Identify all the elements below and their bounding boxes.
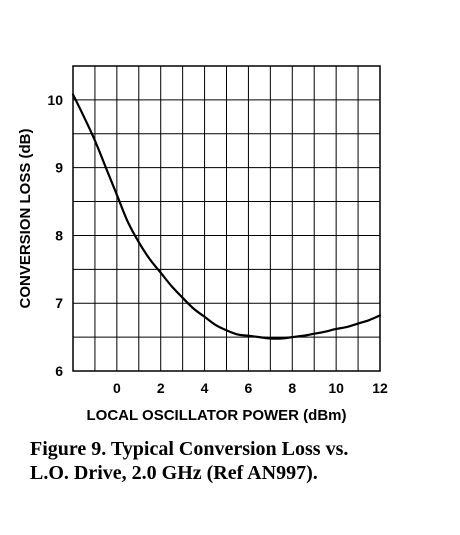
- y-tick-labels: 6 7 8 9 10: [47, 92, 63, 379]
- conversion-loss-chart: 6 7 8 9 10 0 2 4 6 8 10 12 CONVERSION LOSS (dB) LO…: [17, 65, 388, 424]
- caption-line-1: Figure 9. Typical Conversion Loss vs.: [30, 438, 349, 460]
- y-axis-label: CONVERSION LOSS (dB): [17, 128, 34, 308]
- x-tick-label: 10: [328, 380, 344, 396]
- figure-caption: Figure 9. Typical Conversion Loss vs. L.…: [30, 437, 450, 485]
- y-tick-label: 7: [55, 295, 63, 311]
- y-tick-label: 9: [55, 160, 63, 176]
- x-tick-label: 2: [157, 380, 165, 396]
- y-tick-label: 6: [55, 363, 63, 379]
- x-tick-labels: 0 2 4 6 8 10 12: [113, 380, 388, 396]
- x-tick-label: 6: [245, 380, 253, 396]
- x-tick-label: 8: [288, 380, 296, 396]
- y-tick-label: 8: [55, 227, 63, 243]
- x-tick-label: 0: [113, 380, 121, 396]
- caption-line-2: L.O. Drive, 2.0 GHz (Ref AN997).: [30, 462, 318, 484]
- conversion-loss-curve: [71, 93, 382, 340]
- x-tick-label: 4: [201, 380, 209, 396]
- y-tick-label: 10: [47, 92, 63, 108]
- x-axis-label: LOCAL OSCILLATOR POWER (dBm): [87, 407, 347, 424]
- plot-frame: [72, 65, 381, 372]
- chart-grid: [73, 66, 380, 371]
- x-tick-label: 12: [372, 380, 388, 396]
